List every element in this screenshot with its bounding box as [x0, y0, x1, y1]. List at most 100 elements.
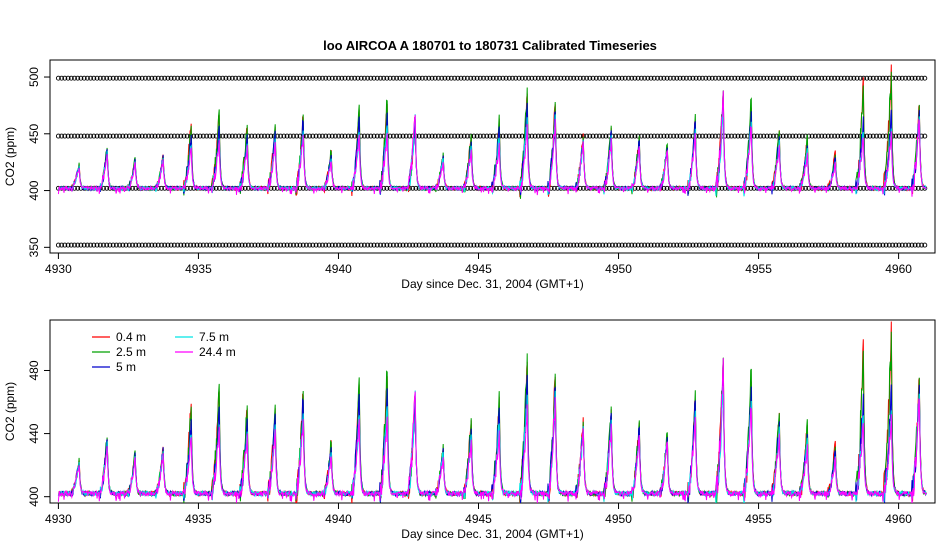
- reference-marker: [397, 133, 403, 139]
- reference-marker: [407, 242, 412, 248]
- reference-marker: [435, 242, 441, 248]
- reference-marker: [835, 75, 841, 81]
- reference-marker: [252, 133, 258, 139]
- reference-marker: [696, 75, 702, 81]
- reference-marker: [365, 75, 371, 81]
- reference-marker: [307, 242, 313, 248]
- reference-marker: [233, 133, 238, 139]
- reference-marker: [745, 242, 751, 248]
- reference-marker: [94, 242, 100, 248]
- reference-marker: [310, 242, 316, 248]
- reference-marker: [661, 133, 667, 139]
- x-tick-label: 4935: [185, 512, 212, 526]
- reference-marker: [680, 133, 686, 139]
- reference-marker: [355, 242, 361, 248]
- x-tick-label: 4940: [325, 512, 352, 526]
- reference-marker: [545, 133, 551, 139]
- reference-marker: [75, 242, 81, 248]
- reference-marker: [812, 75, 818, 81]
- y-axis-label: CO2 (ppm): [3, 382, 17, 441]
- reference-marker: [838, 75, 844, 81]
- reference-marker: [365, 242, 371, 248]
- reference-marker: [390, 75, 396, 81]
- reference-marker: [664, 242, 670, 248]
- reference-marker: [535, 133, 541, 139]
- reference-marker: [271, 242, 277, 248]
- reference-marker: [597, 133, 602, 139]
- reference-marker: [458, 75, 464, 81]
- reference-marker: [706, 242, 712, 248]
- reference-marker: [809, 242, 815, 248]
- reference-marker: [307, 133, 313, 139]
- reference-marker: [78, 75, 84, 81]
- reference-marker: [577, 75, 583, 81]
- reference-marker: [777, 75, 783, 81]
- reference-marker: [787, 75, 792, 81]
- reference-marker: [712, 133, 718, 139]
- reference-marker: [519, 242, 525, 248]
- reference-marker: [516, 75, 522, 81]
- reference-marker: [419, 133, 425, 139]
- x-tick-label: 4950: [605, 262, 632, 276]
- reference-marker: [645, 133, 651, 139]
- reference-marker: [603, 242, 609, 248]
- reference-marker: [423, 133, 429, 139]
- series-group: [57, 321, 928, 503]
- reference-marker: [371, 133, 377, 139]
- reference-marker: [345, 242, 351, 248]
- reference-marker: [310, 75, 316, 81]
- reference-marker: [239, 75, 245, 81]
- reference-marker: [780, 133, 786, 139]
- reference-marker: [123, 133, 129, 139]
- reference-marker: [890, 242, 896, 248]
- reference-marker: [861, 242, 867, 248]
- reference-marker: [545, 75, 551, 81]
- reference-marker: [587, 133, 593, 139]
- reference-marker: [738, 242, 744, 248]
- reference-marker: [542, 133, 548, 139]
- reference-marker: [854, 75, 860, 81]
- y-tick-label: 480: [27, 360, 41, 380]
- reference-marker: [213, 75, 219, 81]
- x-tick-label: 4960: [885, 512, 912, 526]
- reference-marker: [358, 75, 364, 81]
- reference-marker: [59, 133, 65, 139]
- reference-marker: [716, 75, 722, 81]
- reference-marker: [136, 242, 142, 248]
- reference-marker: [349, 133, 354, 139]
- reference-marker: [903, 133, 908, 139]
- reference-marker: [867, 133, 873, 139]
- reference-marker: [268, 75, 274, 81]
- reference-marker: [184, 133, 190, 139]
- reference-marker: [303, 133, 309, 139]
- reference-marker: [722, 185, 728, 191]
- reference-marker: [758, 133, 763, 139]
- reference-marker: [664, 185, 670, 191]
- reference-marker: [88, 242, 94, 248]
- reference-marker: [709, 75, 715, 81]
- reference-marker: [774, 242, 780, 248]
- reference-marker: [223, 133, 229, 139]
- reference-marker: [233, 242, 238, 248]
- reference-marker: [490, 75, 496, 81]
- reference-marker: [577, 133, 583, 139]
- reference-marker: [803, 242, 809, 248]
- reference-marker: [445, 133, 451, 139]
- reference-marker: [909, 133, 915, 139]
- reference-marker: [816, 133, 821, 139]
- reference-marker: [506, 133, 512, 139]
- reference-marker: [207, 75, 213, 81]
- reference-marker: [323, 242, 329, 248]
- reference-marker: [857, 242, 863, 248]
- reference-marker: [593, 75, 599, 81]
- reference-marker: [909, 75, 915, 81]
- reference-marker: [287, 242, 293, 248]
- reference-marker: [915, 185, 921, 191]
- reference-marker: [191, 75, 197, 81]
- reference-marker: [291, 242, 296, 248]
- reference-marker: [526, 185, 532, 191]
- reference-marker: [487, 242, 493, 248]
- reference-marker: [551, 242, 557, 248]
- reference-marker: [55, 75, 61, 81]
- reference-marker: [271, 185, 277, 191]
